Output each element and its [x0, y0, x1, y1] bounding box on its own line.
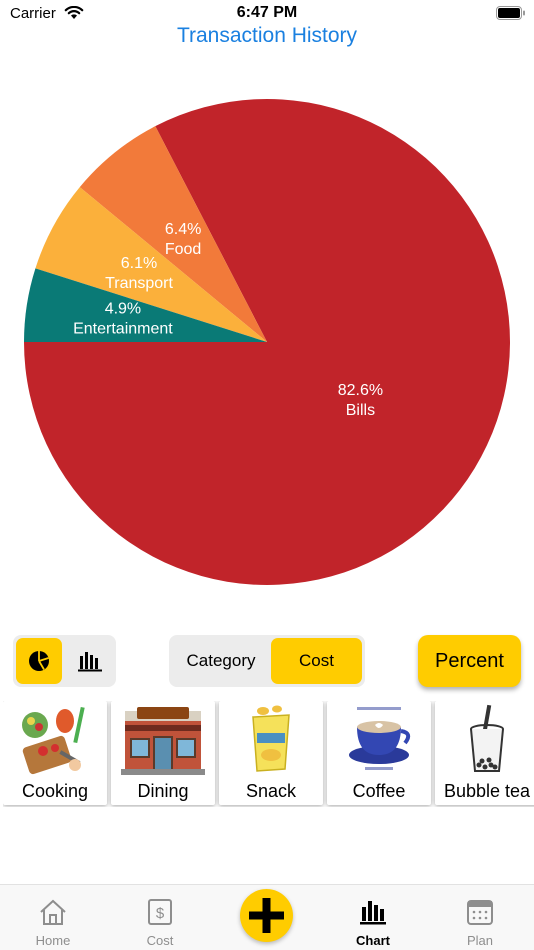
category-label-coffee: Coffee	[352, 781, 406, 801]
restaurant-icon	[121, 707, 205, 775]
chart-type-toggle	[13, 635, 116, 687]
carrier-label: Carrier	[10, 5, 56, 22]
category-label-bubble-tea: Bubble tea	[443, 781, 531, 801]
pie-category-label-transport: Transport	[105, 275, 173, 292]
category-label-cooking: Cooking	[21, 781, 89, 801]
category-segment[interactable]: Category	[186, 651, 256, 670]
category-label-snack: Snack	[245, 781, 297, 801]
category-card-dining[interactable]: Dining	[111, 701, 215, 805]
status-bar: Carrier 6:47 PM	[0, 0, 534, 26]
status-time: 6:47 PM	[236, 4, 298, 21]
page-title: Transaction History	[176, 24, 358, 47]
latte-icon	[349, 707, 411, 770]
cost-segment[interactable]: Cost	[271, 638, 362, 684]
pie-chart-icon	[29, 651, 49, 671]
pie-percent-label-transport: 6.1%	[121, 255, 157, 272]
pie-percent-label-entertainment: 4.9%	[105, 301, 141, 318]
category-card-bubble-tea[interactable]: Bubble tea	[435, 701, 534, 805]
pie-slice-food[interactable]	[79, 126, 267, 342]
category-cost-segmented-control: Category Cost	[169, 635, 365, 687]
tab-label-plan: Plan	[466, 933, 494, 948]
tab-chart[interactable]: Chart	[320, 885, 426, 950]
category-cards: Cooking Dining Snack	[3, 701, 534, 807]
calendar-icon	[467, 900, 493, 925]
pie-chart-toggle-button[interactable]	[16, 638, 62, 684]
tab-label-cost: Cost	[146, 933, 174, 948]
category-label-dining: Dining	[137, 781, 189, 801]
pie-chart[interactable]: 82.6% Bills 6.4% Food 6.1% Transport 4.9% Enter…	[0, 70, 534, 610]
category-card-coffee[interactable]: Coffee	[327, 701, 431, 805]
tab-label-chart: Chart	[356, 933, 390, 948]
chips-icon	[252, 705, 290, 772]
dollar-icon: $	[148, 899, 172, 925]
tab-cost[interactable]: $ Cost	[107, 885, 213, 950]
pie-category-label-food: Food	[165, 241, 201, 258]
battery-icon	[496, 6, 525, 20]
bar-chart-toggle-button[interactable]	[67, 638, 113, 684]
add-transaction-button[interactable]	[240, 889, 293, 942]
category-card-snack[interactable]: Snack	[219, 701, 323, 805]
tab-label-home: Home	[35, 933, 71, 948]
pie-slice-transport[interactable]	[35, 187, 267, 342]
svg-text:$: $	[156, 905, 165, 922]
plus-icon	[249, 898, 284, 933]
pie-slice-bills[interactable]	[24, 98, 511, 586]
pie-category-label-entertainment: Entertainment	[73, 321, 173, 338]
bubble-tea-icon	[470, 704, 504, 772]
wifi-icon	[64, 6, 84, 19]
pie-percent-label-food: 6.4%	[165, 221, 201, 238]
cooking-icon	[22, 706, 85, 775]
pie-slice-entertainment[interactable]	[24, 268, 267, 342]
tab-home[interactable]: Home	[0, 885, 106, 950]
bar-chart-icon	[360, 901, 386, 925]
pie-percent-label-bills: 82.6%	[338, 382, 383, 399]
tab-plan[interactable]: Plan	[427, 885, 533, 950]
home-icon	[40, 899, 66, 925]
percent-button[interactable]: Percent	[418, 635, 521, 687]
bar-chart-icon	[78, 652, 102, 672]
pie-category-label-bills: Bills	[346, 402, 375, 419]
category-card-cooking[interactable]: Cooking	[3, 701, 107, 805]
